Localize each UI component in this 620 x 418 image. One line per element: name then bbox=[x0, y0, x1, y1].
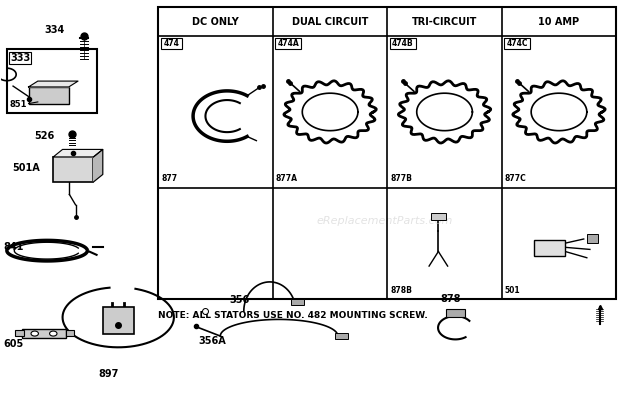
Text: 356A: 356A bbox=[198, 336, 226, 346]
Text: 877B: 877B bbox=[391, 174, 412, 183]
Bar bbox=[504, 38, 530, 49]
Text: 878: 878 bbox=[440, 294, 461, 304]
Text: 10 AMP: 10 AMP bbox=[538, 17, 580, 26]
Polygon shape bbox=[94, 149, 103, 182]
Bar bbox=[103, 307, 134, 334]
Text: eReplacementParts.com: eReplacementParts.com bbox=[316, 217, 453, 227]
Bar bbox=[7, 48, 97, 113]
Text: 877C: 877C bbox=[505, 174, 526, 183]
Text: 841: 841 bbox=[4, 242, 24, 252]
Bar bbox=[53, 157, 94, 182]
Bar bbox=[159, 7, 616, 298]
Bar bbox=[291, 299, 304, 306]
Text: 474A: 474A bbox=[278, 39, 299, 48]
Text: 897: 897 bbox=[99, 370, 119, 380]
Text: 878B: 878B bbox=[391, 286, 412, 295]
Bar bbox=[390, 38, 416, 49]
Text: 605: 605 bbox=[4, 339, 24, 349]
Text: DC ONLY: DC ONLY bbox=[192, 17, 239, 26]
Text: 526: 526 bbox=[35, 131, 55, 141]
Text: 501A: 501A bbox=[12, 163, 40, 173]
Bar bbox=[66, 330, 74, 336]
Text: DUAL CIRCUIT: DUAL CIRCUIT bbox=[292, 17, 368, 26]
Text: NOTE: ALL STATORS USE NO. 482 MOUNTING SCREW.: NOTE: ALL STATORS USE NO. 482 MOUNTING S… bbox=[159, 311, 428, 320]
Bar bbox=[431, 213, 446, 220]
Bar bbox=[534, 240, 565, 256]
Text: 877: 877 bbox=[162, 174, 178, 183]
Polygon shape bbox=[29, 81, 78, 87]
Polygon shape bbox=[53, 149, 103, 157]
Text: 333: 333 bbox=[10, 53, 30, 63]
Bar bbox=[15, 330, 24, 336]
Bar bbox=[29, 87, 69, 104]
Text: 356: 356 bbox=[229, 295, 250, 305]
Bar bbox=[335, 333, 348, 339]
Text: 877A: 877A bbox=[276, 174, 298, 183]
Bar bbox=[275, 38, 301, 49]
Text: TRI-CIRCUIT: TRI-CIRCUIT bbox=[412, 17, 477, 26]
Text: 474B: 474B bbox=[392, 39, 414, 48]
Text: 474: 474 bbox=[164, 39, 179, 48]
Circle shape bbox=[50, 331, 57, 336]
Bar bbox=[161, 38, 182, 49]
Bar bbox=[587, 234, 598, 243]
Text: 851: 851 bbox=[10, 100, 27, 109]
Bar bbox=[22, 329, 66, 338]
Text: 474C: 474C bbox=[507, 39, 528, 48]
Text: 501: 501 bbox=[505, 286, 520, 295]
Circle shape bbox=[31, 331, 38, 336]
Bar bbox=[446, 309, 464, 317]
Text: 334: 334 bbox=[44, 25, 64, 35]
